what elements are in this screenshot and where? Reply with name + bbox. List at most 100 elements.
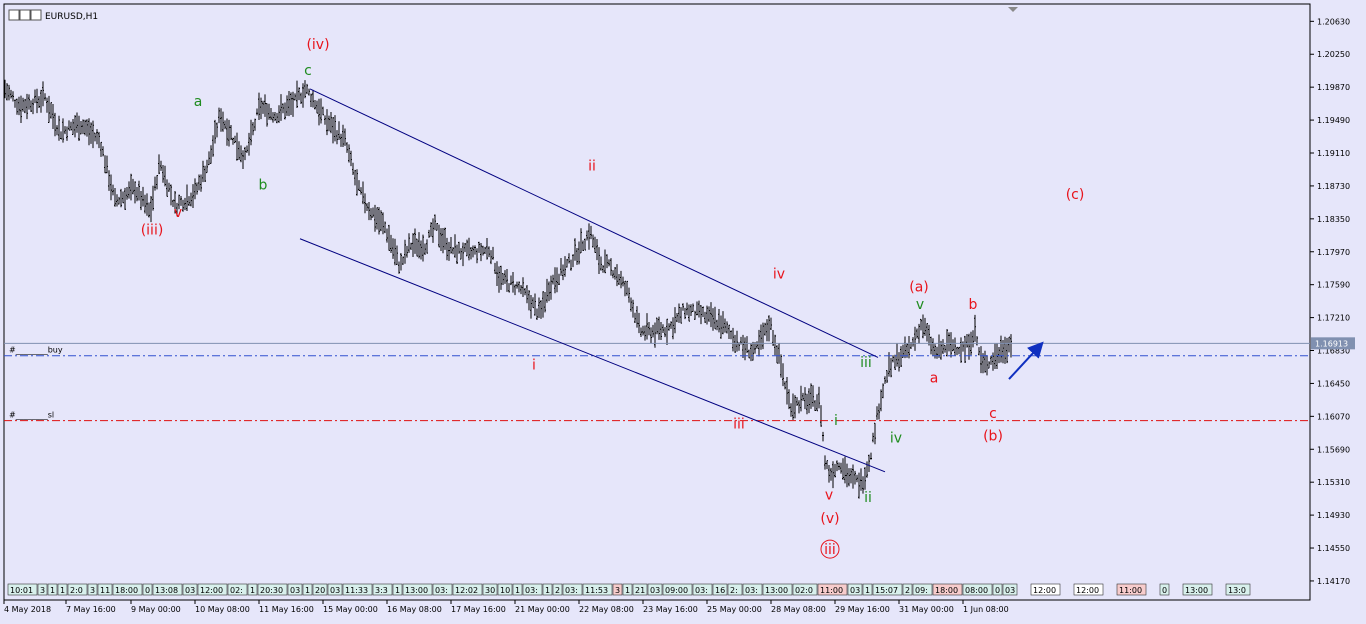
ohlc-bar: [100, 141, 102, 157]
ohlc-bar: [650, 327, 652, 344]
ohlc-bar: [634, 312, 636, 324]
restore-icon[interactable]: [30, 9, 42, 21]
time-marker-box: [632, 583, 648, 596]
ohlc-bar: [742, 334, 744, 358]
ohlc-bar: [794, 395, 796, 419]
ohlc-bar: [958, 346, 960, 355]
ohlc-bar: [870, 452, 872, 460]
ohlc-bar: [800, 385, 802, 412]
ohlc-bar: [372, 207, 374, 218]
time-marker-label: 1: [50, 586, 55, 595]
ohlc-bar: [360, 187, 362, 195]
ohlc-bar: [130, 173, 132, 201]
time-marker-box: [727, 583, 743, 596]
time-axis[interactable]: 4 May 2018 7 May 16:00 9 May 00:00 10 May 0…: [3, 600, 1009, 614]
scroll-shift-marker[interactable]: [1008, 7, 1018, 12]
ohlc-bar: [828, 465, 830, 483]
ohlc-bar: [68, 120, 70, 131]
time-marker-box: [142, 583, 153, 596]
ohlc-bar: [898, 352, 900, 372]
ohlc-bar: [138, 180, 140, 201]
ohlc-bar: [930, 336, 932, 355]
time-marker-label: 02:: [230, 586, 243, 595]
time-marker-label: 15:07: [875, 586, 898, 595]
ohlc-bar: [318, 98, 320, 126]
ohlc-bar: [282, 103, 284, 114]
ohlc-bar: [854, 470, 856, 485]
ohlc-bar: [332, 117, 334, 144]
ohlc-bar: [456, 244, 458, 264]
ohlc-bar: [720, 315, 722, 339]
time-marker-label: 30: [485, 586, 495, 595]
ohlc-bar: [960, 337, 962, 363]
ohlc-bar: [290, 92, 292, 115]
ohlc-bar: [390, 234, 392, 254]
time-tick-label: 22 May 08:00: [579, 605, 634, 614]
minimize-icon[interactable]: [19, 9, 31, 21]
time-marker-label: 12:00: [1033, 586, 1056, 595]
time-tick-label: 1 Jun 08:00: [963, 605, 1009, 614]
time-marker-box: [312, 583, 328, 596]
ohlc-bar: [462, 242, 464, 267]
ohlc-bar: [222, 111, 224, 132]
channel-line-1[interactable]: [309, 88, 879, 358]
time-marker-box: [432, 583, 453, 596]
ohlc-bar: [302, 83, 304, 108]
ohlc-bar: [408, 233, 410, 253]
channel-line-2[interactable]: [299, 238, 886, 473]
ohlc-bar: [184, 197, 186, 211]
time-marker-label: 09:: [915, 586, 928, 595]
window-menu-icon[interactable]: [8, 9, 20, 21]
ohlc-bar: [72, 119, 74, 135]
ohlc-bar: [52, 103, 54, 130]
ohlc-bar: [696, 301, 698, 316]
ohlc-bar: [326, 109, 328, 136]
ohlc-bar: [142, 186, 144, 207]
time-marker-box: [342, 583, 373, 596]
trend-arrow[interactable]: [1008, 341, 1044, 380]
time-marker-label: 1: [545, 586, 550, 595]
time-marker-box: [712, 583, 728, 596]
price-axis[interactable]: 1.20630 1.20250 1.19870 1.19490 1.19110 1.187…: [1310, 17, 1355, 586]
ohlc-bar: [16, 98, 18, 115]
ohlc-bar: [918, 323, 920, 344]
ohlc-bar: [490, 250, 492, 265]
ohlc-bar: [124, 187, 126, 210]
ohlc-bar: [822, 431, 824, 442]
ohlc-bar: [110, 174, 112, 201]
ohlc-bar: [554, 267, 556, 294]
ohlc-bar: [260, 97, 262, 120]
ohlc-bar: [12, 91, 14, 102]
ohlc-bar: [648, 322, 650, 336]
ohlc-bar: [966, 334, 968, 348]
ohlc-bars: [4, 79, 1012, 499]
ohlc-bar: [298, 87, 300, 101]
wave-label: (v): [820, 511, 839, 527]
ohlc-bar: [590, 225, 592, 240]
ohlc-bar: [376, 207, 378, 230]
ohlc-bar: [768, 315, 770, 342]
ohlc-bar: [164, 165, 166, 187]
ohlc-bar: [620, 270, 622, 289]
ohlc-bar: [158, 154, 160, 175]
time-marker-label: 03: [650, 586, 660, 595]
ohlc-bar: [618, 274, 620, 285]
ohlc-bar: [522, 277, 524, 298]
time-tick-label: 25 May 00:00: [707, 605, 762, 614]
ohlc-bar: [122, 191, 124, 204]
ohlc-bar: [492, 246, 494, 260]
ohlc-bar: [340, 133, 342, 147]
time-marker-box: [692, 583, 713, 596]
time-tick-label: 10 May 08:00: [195, 605, 250, 614]
ohlc-bar: [368, 201, 370, 221]
ohlc-bar: [934, 344, 936, 359]
wave-label: i: [532, 358, 536, 374]
chart-area[interactable]: [3, 3, 1311, 601]
time-marker-box: [612, 583, 623, 596]
ohlc-bar: [804, 387, 806, 410]
ohlc-bar: [524, 287, 526, 296]
ohlc-bar: [712, 308, 714, 331]
ohlc-bar: [744, 337, 746, 361]
ohlc-bar: [670, 321, 672, 329]
